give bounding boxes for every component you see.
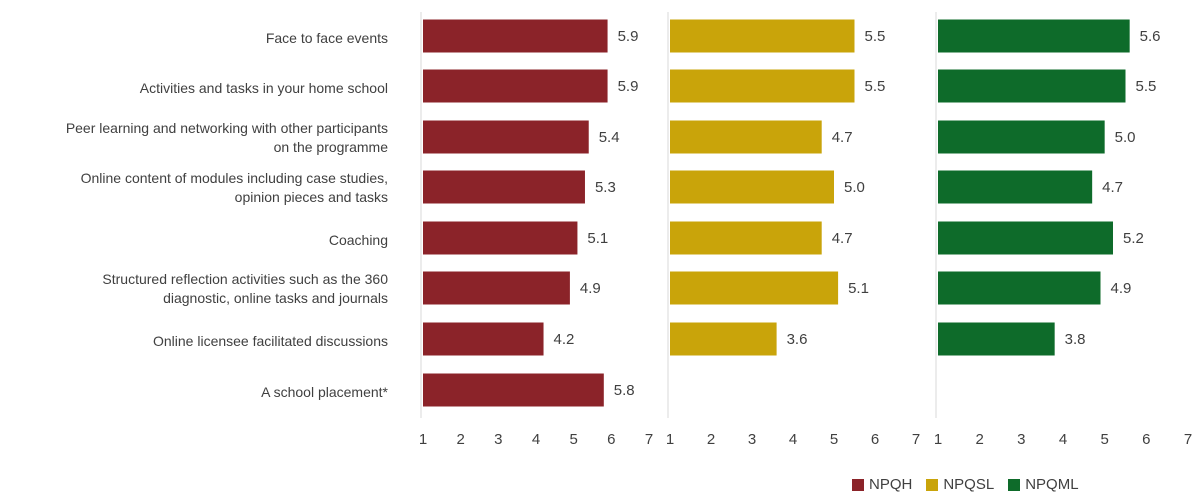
data-label-npqml-5: 4.9 [1111,280,1132,297]
data-label-npqsl-0: 5.5 [865,28,886,45]
category-label: Structured reflection activities such as… [0,270,388,308]
category-label-line: Activities and tasks in your home school [139,79,388,96]
category-label-line: on the programme [273,139,388,155]
x-tick-label-npqh-7: 7 [645,431,653,448]
data-label-npqh-5: 4.9 [580,280,601,297]
bar-npqsl-1 [670,69,855,103]
bar-npqml-2 [938,120,1105,154]
category-label: Online content of modules including case… [0,169,388,207]
category-label: Coaching [0,231,388,250]
category-label-line: opinion pieces and tasks [234,189,388,205]
x-tick-label-npqh-4: 4 [532,431,540,448]
bar-npqml-6 [938,322,1055,356]
x-tick-label-npqsl-7: 7 [912,431,920,448]
data-label-npqh-6: 4.2 [554,331,575,348]
x-tick-label-npqh-2: 2 [456,431,464,448]
legend-label: NPQML [1025,476,1079,493]
data-label-npqh-0: 5.9 [618,28,639,45]
bar-npqh-4 [423,221,578,255]
bar-npqh-6 [423,322,544,356]
x-tick-label-npqml-6: 6 [1142,431,1150,448]
legend-item-npqsl: NPQSL [926,476,994,493]
legend-swatch [852,478,864,491]
x-tick-label-npqh-1: 1 [419,431,427,448]
data-label-npqml-0: 5.6 [1140,28,1161,45]
x-tick-label-npqh-3: 3 [494,431,502,448]
bar-npqsl-4 [670,221,822,255]
category-label-line: diagnostic, online tasks and journals [163,290,388,306]
category-label-line: Online licensee facilitated discussions [152,332,388,349]
data-label-npqsl-4: 4.7 [832,230,853,247]
data-label-npqh-1: 5.9 [618,78,639,95]
category-label-line: Online content of modules including case… [80,170,388,186]
bar-npqh-3 [423,170,585,204]
data-label-npqml-4: 5.2 [1123,230,1144,247]
data-label-npqsl-1: 5.5 [865,78,886,95]
bar-npqsl-3 [670,170,834,204]
x-tick-label-npqsl-2: 2 [707,431,715,448]
bar-npqsl-0 [670,19,855,53]
bar-npqsl-6 [670,322,777,356]
data-label-npqml-2: 5.0 [1115,129,1136,146]
legend-item-npqh: NPQH [852,476,912,493]
bar-npqsl-5 [670,271,839,305]
legend-label: NPQH [869,476,913,493]
data-label-npqh-2: 5.4 [599,129,620,146]
bar-npqml-3 [938,170,1093,204]
data-label-npqml-1: 5.5 [1136,78,1157,95]
x-tick-label-npqsl-3: 3 [748,431,756,448]
category-label: Activities and tasks in your home school [0,79,388,98]
x-tick-label-npqml-4: 4 [1059,431,1067,448]
data-label-npqsl-5: 5.1 [848,280,869,297]
bar-npqsl-2 [670,120,822,154]
bar-npqml-1 [938,69,1126,103]
x-tick-label-npqsl-6: 6 [871,431,879,448]
data-label-npqh-4: 5.1 [587,230,608,247]
x-tick-label-npqml-5: 5 [1100,431,1108,448]
x-tick-label-npqsl-4: 4 [789,431,797,448]
legend-label: NPQSL [943,476,995,493]
category-label: Face to face events [0,29,388,48]
data-label-npqsl-6: 3.6 [787,331,808,348]
data-label-npqsl-3: 5.0 [844,179,865,196]
category-label-line: Structured reflection activities such as… [102,271,388,287]
x-tick-label-npqh-5: 5 [569,431,577,448]
category-label-line: Face to face events [265,29,388,46]
bar-npqh-0 [423,19,608,53]
bar-npqh-2 [423,120,589,154]
bar-npqh-5 [423,271,570,305]
category-label-line: Coaching [328,231,388,248]
category-label: A school placement* [0,383,388,402]
x-tick-label-npqsl-1: 1 [666,431,674,448]
legend: NPQH NPQSL NPQML [852,476,1079,493]
x-tick-label-npqml-7: 7 [1184,431,1192,448]
data-label-npqsl-2: 4.7 [832,129,853,146]
data-label-npqml-3: 4.7 [1102,179,1123,196]
x-tick-label-npqsl-5: 5 [830,431,838,448]
data-label-npqh-3: 5.3 [595,179,616,196]
bar-npqml-4 [938,221,1113,255]
bar-npqml-0 [938,19,1130,53]
x-tick-label-npqml-3: 3 [1017,431,1025,448]
bar-npqh-1 [423,69,608,103]
data-label-npqh-7: 5.8 [614,382,635,399]
category-label: Online licensee facilitated discussions [0,332,388,351]
data-label-npqml-6: 3.8 [1065,331,1086,348]
x-tick-label-npqml-1: 1 [934,431,942,448]
x-tick-label-npqml-2: 2 [975,431,983,448]
bar-npqml-5 [938,271,1101,305]
legend-swatch [1008,478,1021,491]
category-label-line: Peer learning and networking with other … [65,120,388,136]
legend-item-npqml: NPQML [1008,476,1079,493]
legend-swatch [926,478,939,491]
category-label-line: A school placement* [261,383,388,400]
bar-npqh-7 [423,373,604,407]
x-tick-label-npqh-6: 6 [607,431,615,448]
category-label: Peer learning and networking with other … [0,119,388,157]
